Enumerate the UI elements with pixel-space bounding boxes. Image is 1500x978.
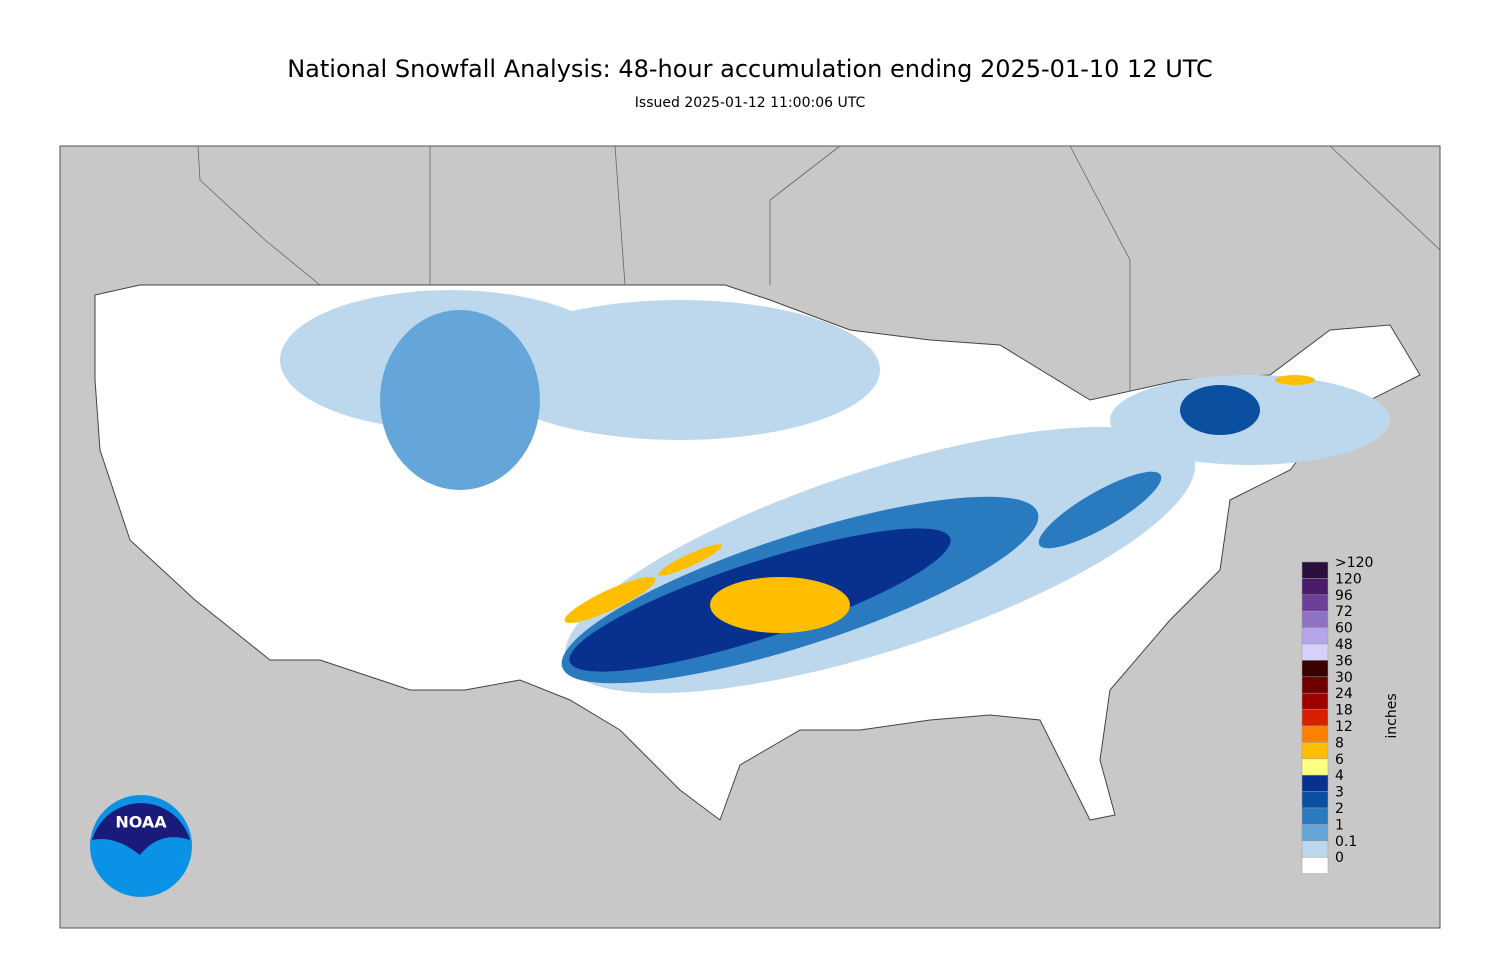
- legend-label: 6: [1335, 752, 1344, 768]
- legend-label: 36: [1335, 653, 1353, 669]
- legend-swatch: [1301, 824, 1329, 842]
- legend-swatch: [1301, 610, 1329, 628]
- legend-label: 12: [1335, 719, 1353, 735]
- logo-top: [92, 803, 190, 855]
- legend-label: 0.1: [1335, 834, 1357, 850]
- snow-area: [1038, 471, 1162, 549]
- legend-swatch: [1301, 578, 1329, 596]
- legend-label: 120: [1335, 571, 1362, 587]
- logo-text: NOAA: [115, 813, 167, 832]
- legend-label: 24: [1335, 686, 1353, 702]
- legend-unit: inches: [1384, 693, 1400, 738]
- legend-label: 72: [1335, 604, 1353, 620]
- legend-swatch: [1301, 643, 1329, 661]
- legend-label: >120: [1335, 555, 1373, 571]
- legend-swatch: [1301, 791, 1329, 809]
- legend-label: 60: [1335, 621, 1353, 637]
- legend-swatch: [1301, 594, 1329, 612]
- legend-label: 0: [1335, 850, 1344, 866]
- legend-label: 3: [1335, 785, 1344, 801]
- legend-swatch: [1301, 676, 1329, 694]
- snow-area: [1275, 375, 1315, 385]
- legend-swatch: [1301, 709, 1329, 727]
- legend-swatch: [1301, 627, 1329, 645]
- borders: [197, 145, 1441, 400]
- legend-swatch: [1301, 561, 1329, 579]
- snow-area: [710, 577, 850, 633]
- snow-area: [480, 300, 880, 440]
- snow-area: [564, 577, 656, 623]
- legend-label: 48: [1335, 637, 1353, 653]
- snow-area: [1180, 385, 1260, 435]
- legend-swatch: [1301, 856, 1329, 874]
- legend-label: 4: [1335, 768, 1344, 784]
- legend-swatch: [1301, 774, 1329, 792]
- legend-swatch: [1301, 840, 1329, 858]
- legend-label: 1: [1335, 817, 1344, 833]
- noaa-logo: NOAA: [90, 795, 192, 897]
- legend-swatch: [1301, 807, 1329, 825]
- legend-label: 96: [1335, 588, 1353, 604]
- legend-swatch: [1301, 692, 1329, 710]
- legend-label: 30: [1335, 670, 1353, 686]
- legend-label: 2: [1335, 801, 1344, 817]
- legend-swatch: [1301, 725, 1329, 743]
- legend-swatch: [1301, 758, 1329, 776]
- legend-label: 18: [1335, 703, 1353, 719]
- snow-area: [380, 310, 540, 490]
- title: National Snowfall Analysis: 48-hour accu…: [287, 55, 1213, 83]
- snowfall-field: [280, 290, 1390, 694]
- legend-label: 8: [1335, 735, 1344, 751]
- legend-swatch: [1301, 660, 1329, 678]
- snow-area: [658, 544, 722, 576]
- subtitle: Issued 2025-01-12 11:00:06 UTC: [635, 95, 866, 111]
- legend-swatch: [1301, 742, 1329, 760]
